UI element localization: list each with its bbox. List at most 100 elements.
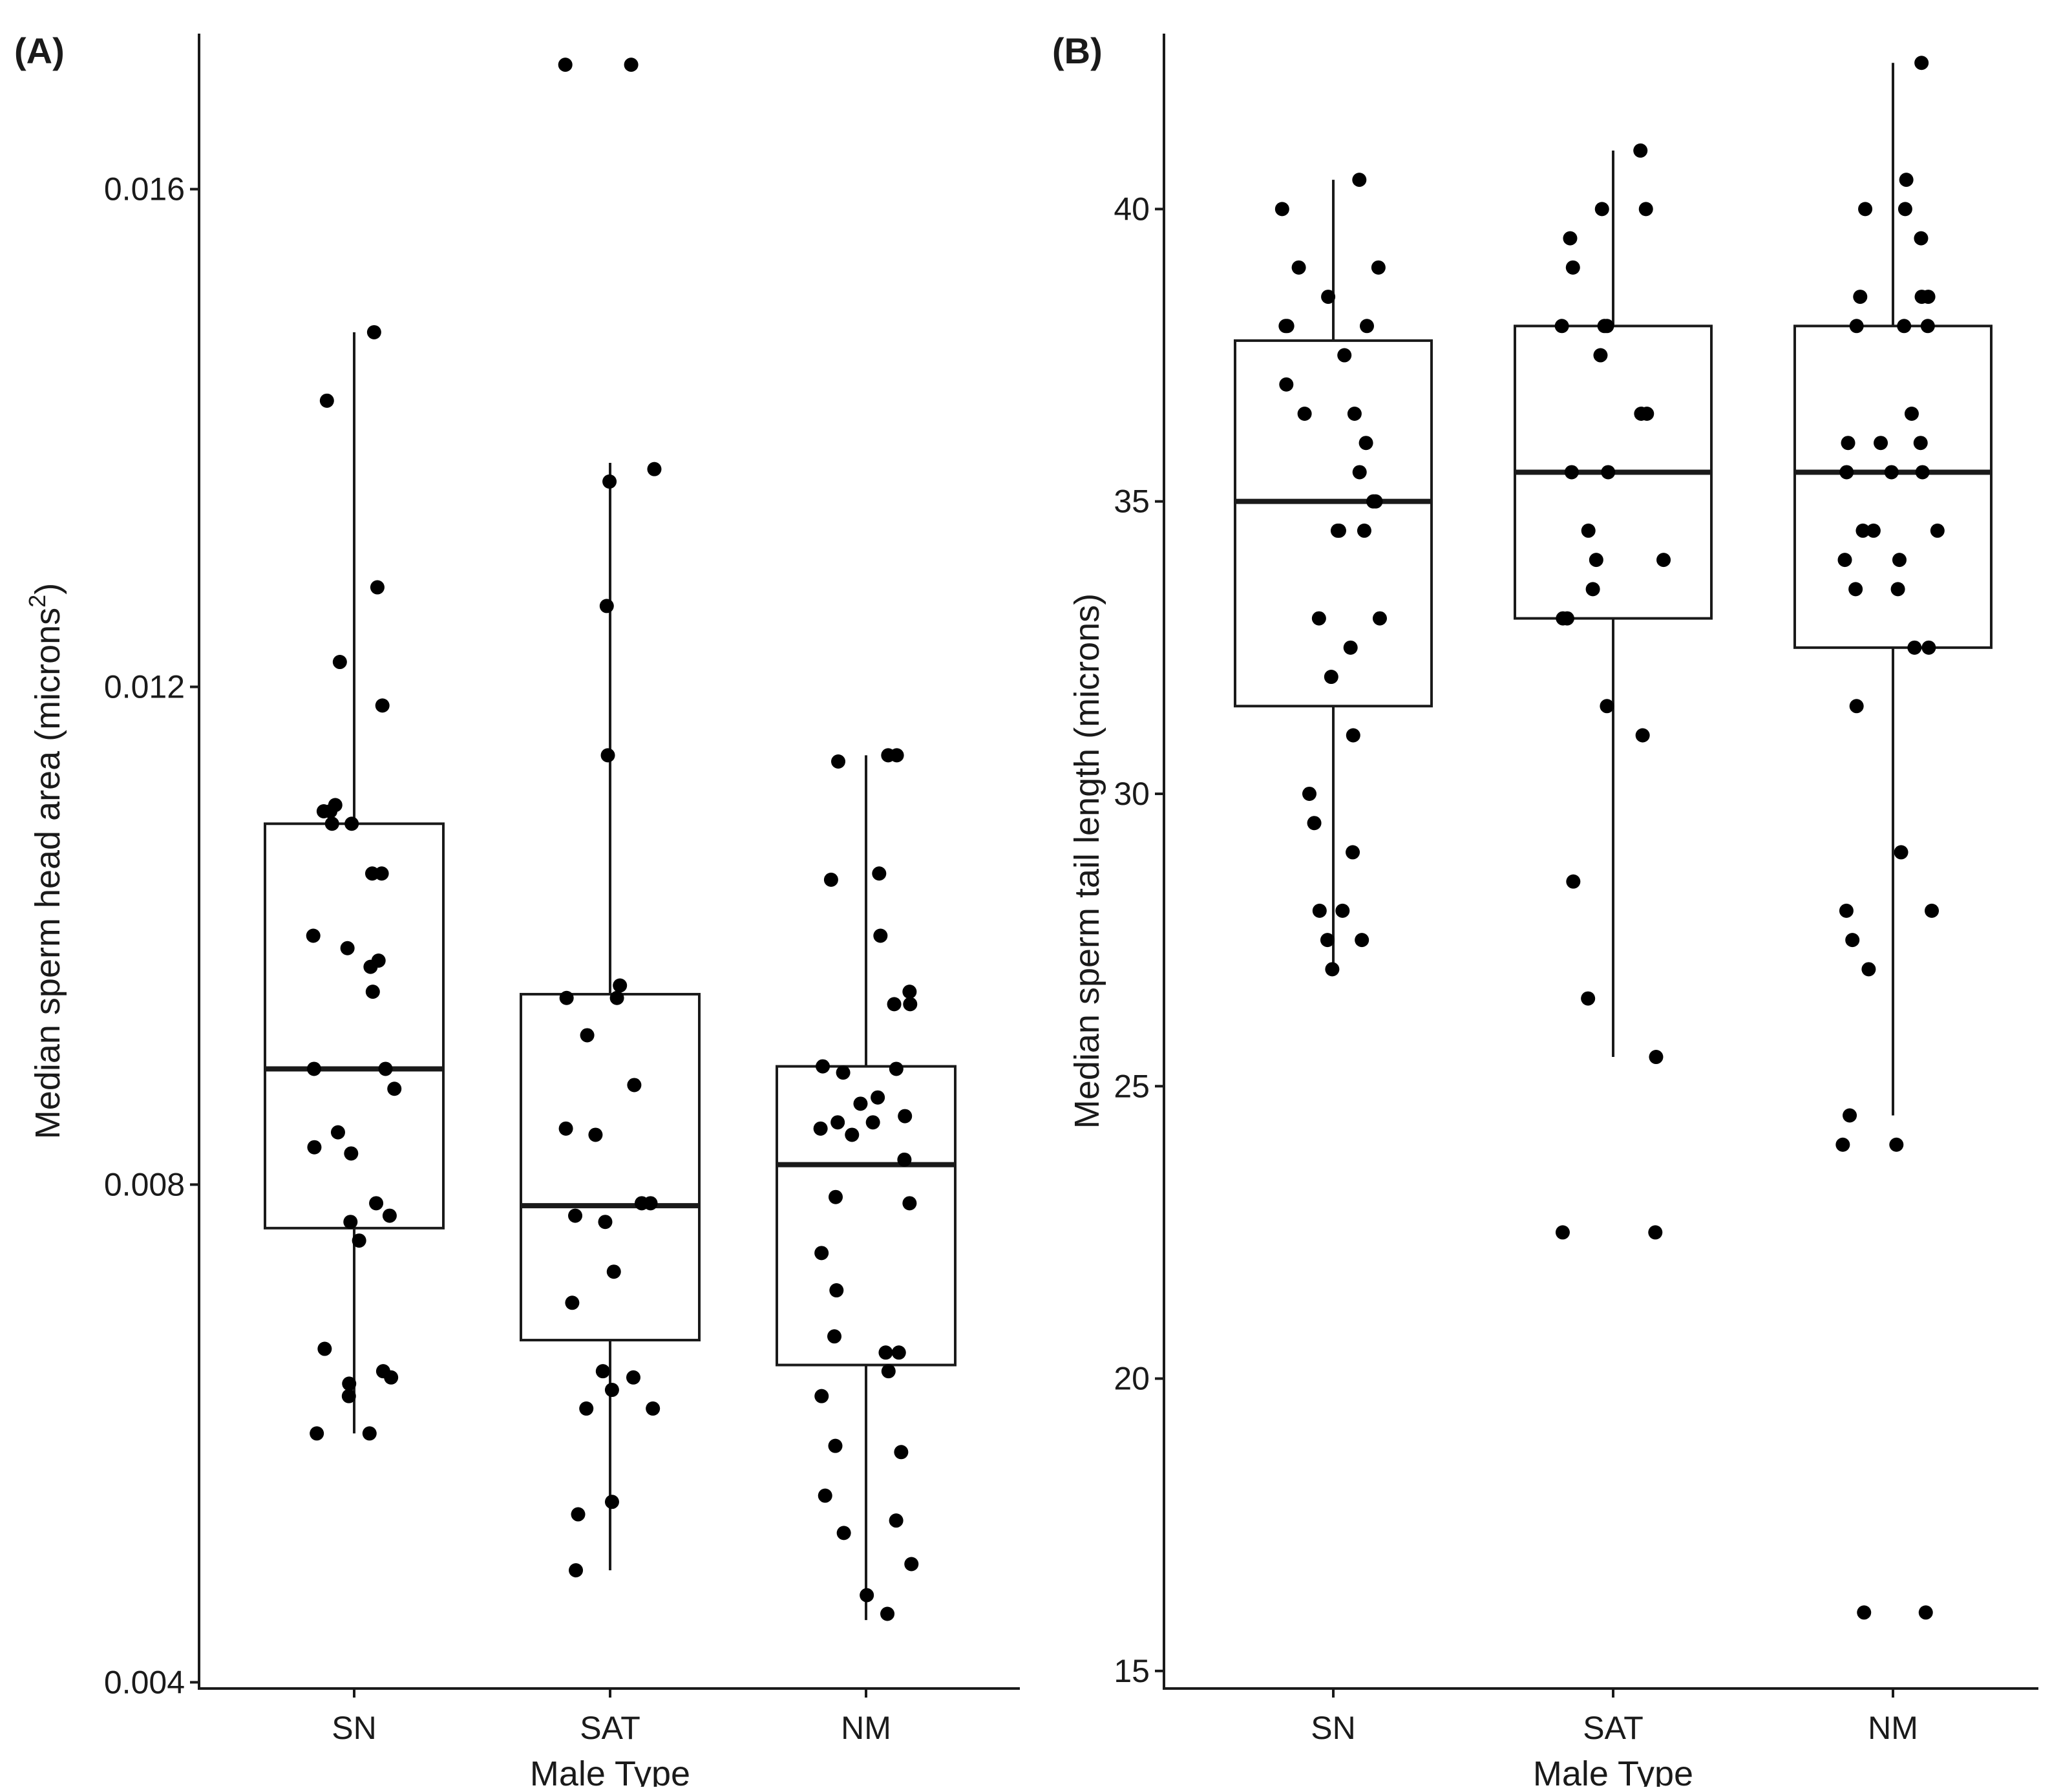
data-point-sn	[1347, 406, 1362, 421]
data-point-sat	[1634, 406, 1649, 421]
data-point-sn	[344, 1146, 359, 1161]
y-tick-label: 35	[1114, 484, 1150, 520]
y-tick-label: 25	[1114, 1068, 1150, 1104]
data-point-nm	[902, 985, 917, 999]
data-point-nm	[814, 1246, 829, 1261]
data-point-nm	[845, 1127, 860, 1142]
y-tick-label: 30	[1114, 776, 1150, 812]
data-point-nm	[1889, 1137, 1904, 1152]
data-point-nm	[902, 1196, 917, 1211]
data-point-nm	[1874, 436, 1888, 451]
data-point-nm	[873, 928, 888, 943]
data-point-nm	[836, 1065, 851, 1080]
data-point-sat	[1581, 523, 1596, 538]
data-point-sat	[604, 1383, 619, 1398]
data-point-sn	[306, 1061, 321, 1076]
data-point-sat	[600, 748, 615, 763]
data-point-sat	[579, 1401, 594, 1416]
x-tick-label: SN	[1311, 1710, 1355, 1746]
data-point-sat	[1635, 728, 1650, 743]
y-tick-label: 0.012	[104, 669, 185, 705]
data-point-nm	[878, 1345, 893, 1360]
data-point-nm	[1857, 1605, 1872, 1620]
panel-a-x-ticks: SN SAT NM	[332, 1689, 891, 1746]
data-point-sat	[1554, 319, 1569, 334]
x-tick-label: NM	[1868, 1710, 1918, 1746]
data-point-nm	[1913, 436, 1928, 451]
data-point-sn	[1320, 933, 1335, 948]
data-point-nm	[1897, 319, 1912, 334]
data-point-sn	[1346, 728, 1360, 743]
data-point-sn	[378, 1061, 393, 1076]
data-point-sn	[319, 393, 334, 408]
data-point-sn	[316, 804, 331, 819]
data-point-sat	[588, 1127, 603, 1142]
data-point-sn	[1355, 933, 1369, 948]
panel-b-x-title: Male Type	[1533, 1754, 1693, 1787]
data-point-nm	[904, 1557, 919, 1572]
panel-a-y-title-sup: 2	[24, 595, 50, 608]
data-point-sat	[1601, 465, 1616, 480]
data-point-sn	[1359, 319, 1374, 334]
data-point-sat	[1589, 553, 1603, 568]
panel-b-marks	[1234, 56, 1993, 1620]
data-point-nm	[1890, 582, 1905, 597]
data-point-sn	[344, 816, 359, 831]
data-point-sat	[609, 990, 624, 1005]
panel-a-y-title-main: Median sperm head area (microns	[28, 608, 67, 1139]
data-point-sn	[307, 1140, 322, 1155]
data-point-sn	[1371, 260, 1386, 275]
data-point-sat	[626, 1370, 640, 1385]
data-point-sn	[1274, 202, 1289, 217]
data-point-nm	[1839, 465, 1854, 480]
y-tick-label: 20	[1114, 1361, 1150, 1397]
data-point-nm	[816, 1059, 830, 1074]
data-point-nm	[1894, 845, 1908, 860]
data-point-sn	[374, 866, 389, 881]
data-point-sn	[369, 1196, 384, 1211]
data-point-sat	[580, 1028, 595, 1043]
y-tick-label: 0.016	[104, 171, 185, 208]
data-point-sat	[1600, 699, 1614, 714]
data-point-sn	[1366, 494, 1380, 509]
x-tick-label: SAT	[1583, 1710, 1644, 1746]
data-point-sn	[387, 1081, 402, 1096]
data-point-sn	[1330, 523, 1345, 538]
data-point-nm	[1921, 290, 1936, 304]
data-point-nm	[898, 1109, 913, 1124]
data-point-sn	[343, 1215, 358, 1230]
data-point-nm	[1904, 406, 1919, 421]
data-point-nm	[853, 1096, 868, 1111]
data-point-nm	[860, 1588, 874, 1603]
panel-a-marks	[264, 58, 957, 1621]
data-point-nm	[903, 997, 918, 1012]
data-point-sn	[1346, 845, 1360, 860]
data-point-sat	[569, 1563, 584, 1578]
data-point-sat	[606, 1264, 621, 1279]
panel-b: (B) 15 20 25 30 35 40 SN SAT NM Male Type Media…	[1052, 30, 2038, 1790]
data-point-sn	[1337, 348, 1352, 363]
data-point-nm	[1861, 962, 1876, 977]
data-point-sn	[1335, 903, 1350, 918]
data-point-sn	[1358, 436, 1373, 451]
data-point-nm	[897, 1152, 912, 1167]
data-point-nm	[828, 1189, 843, 1204]
data-point-nm	[1848, 582, 1863, 597]
data-point-sn	[382, 1208, 397, 1223]
data-point-sn	[317, 1341, 332, 1356]
data-point-nm	[1855, 523, 1870, 538]
data-point-sn	[1302, 786, 1317, 801]
data-point-sat	[613, 978, 628, 993]
data-point-nm	[829, 1283, 844, 1298]
data-point-sat	[571, 1507, 586, 1522]
y-tick-label: 40	[1114, 191, 1150, 227]
data-point-sn	[352, 1233, 366, 1248]
data-point-sn	[341, 1389, 356, 1403]
data-point-sn	[310, 1426, 324, 1441]
x-tick-label: SAT	[580, 1710, 640, 1746]
data-point-sn	[1325, 962, 1340, 977]
data-point-sn	[363, 959, 378, 974]
data-point-sn	[330, 1125, 345, 1140]
data-point-sat	[599, 599, 614, 613]
data-point-sat	[627, 1078, 642, 1092]
